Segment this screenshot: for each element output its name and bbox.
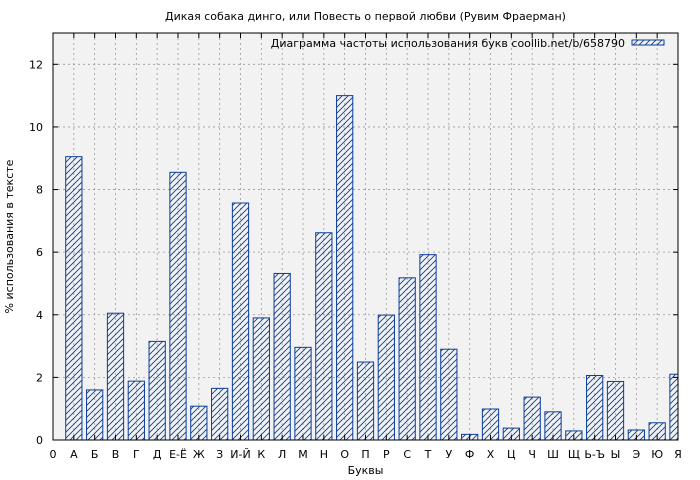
bar <box>440 348 458 441</box>
bar <box>252 317 270 441</box>
bar <box>606 380 625 441</box>
bar <box>231 202 250 441</box>
bar <box>523 396 541 441</box>
bar <box>190 405 208 441</box>
y-tick-label: 6 <box>36 246 43 259</box>
bar <box>419 254 437 441</box>
x-tick-label: У <box>445 448 452 461</box>
bar <box>169 171 187 441</box>
x-tick-label: И-Й <box>230 448 250 461</box>
x-tick-label: Ь-Ъ <box>584 448 605 461</box>
y-tick-label: 0 <box>36 434 43 447</box>
x-tick-label: Л <box>278 448 286 461</box>
bar <box>273 272 291 441</box>
bar <box>356 361 375 441</box>
x-tick-label: П <box>361 448 369 461</box>
x-tick-label: А <box>70 448 78 461</box>
x-tick-label: Н <box>320 448 328 461</box>
x-tick-label: Р <box>383 448 390 461</box>
grid-lines <box>53 33 679 440</box>
bar <box>65 156 83 441</box>
x-tick-label: Ф <box>465 448 474 461</box>
bar <box>315 232 333 441</box>
bar <box>336 95 354 441</box>
x-tick-label: 0 <box>50 448 57 461</box>
legend-label: Диаграмма частоты использования букв coo… <box>271 37 625 50</box>
x-tick-label: Г <box>133 448 140 461</box>
x-tick-label: Б <box>91 448 99 461</box>
x-tick-label: К <box>257 448 265 461</box>
bar <box>586 375 604 441</box>
bar <box>377 314 395 441</box>
x-tick-label: Ж <box>193 448 205 461</box>
x-tick-label: Я <box>674 448 682 461</box>
bar <box>398 277 416 441</box>
x-tick-label: Е-Ё <box>169 448 187 461</box>
y-tick-label: 12 <box>29 58 43 71</box>
x-tick-label: В <box>112 448 120 461</box>
y-tick-label: 10 <box>29 121 43 134</box>
x-tick-label: Ы <box>611 448 621 461</box>
y-axis-title: % использования в тексте <box>3 159 16 313</box>
x-tick-label: З <box>216 448 223 461</box>
legend-swatch <box>631 39 665 46</box>
x-tick-label: М <box>298 448 308 461</box>
bar <box>106 312 125 441</box>
x-tick-label: С <box>403 448 411 461</box>
x-tick-label: Ч <box>528 448 536 461</box>
bar <box>86 389 104 441</box>
y-tick-label: 8 <box>36 184 43 197</box>
x-tick-label: Т <box>424 448 432 461</box>
bar <box>669 373 679 441</box>
y-tick-label: 4 <box>36 309 43 322</box>
chart-title: Дикая собака динго, или Повесть о первой… <box>165 10 566 23</box>
legend: Диаграмма частоты использования букв coo… <box>271 37 665 50</box>
y-tick-label: 2 <box>36 371 43 384</box>
x-tick-label: Э <box>632 448 640 461</box>
x-tick-label: Ш <box>547 448 559 461</box>
bar <box>211 387 229 441</box>
x-tick-label: Ц <box>507 448 516 461</box>
x-tick-label: О <box>340 448 349 461</box>
x-tick-label: Д <box>153 448 162 461</box>
bar <box>294 346 312 441</box>
x-tick-label: Х <box>487 448 495 461</box>
bar <box>148 340 166 441</box>
x-tick-label: Щ <box>568 448 580 461</box>
bar <box>127 380 145 441</box>
x-axis-title: Буквы <box>348 464 384 477</box>
x-tick-label: Ю <box>651 448 663 461</box>
